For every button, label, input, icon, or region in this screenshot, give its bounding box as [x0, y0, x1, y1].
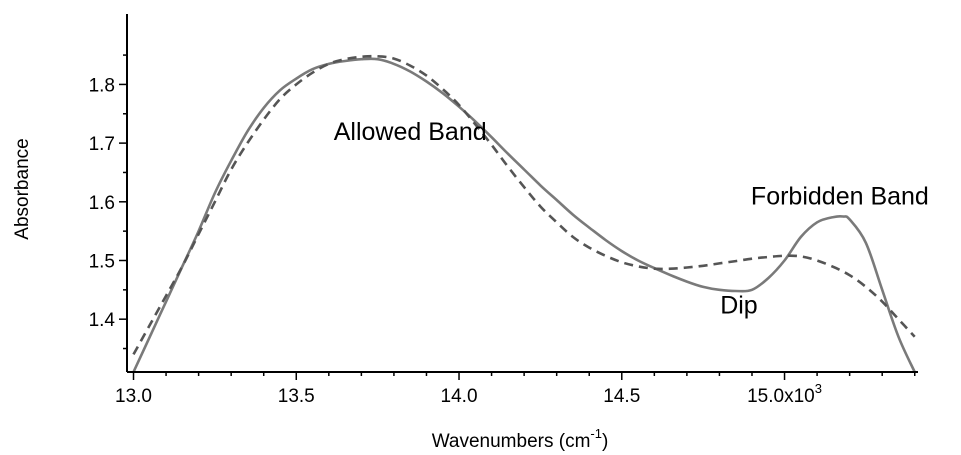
y-tick-label: 1.4	[89, 310, 116, 331]
plot-lines	[132, 54, 916, 373]
x-axis-title: Wavenumbers (cm-1)	[432, 426, 609, 452]
x-axis-title-main: Wavenumbers (cm	[432, 431, 591, 452]
x-tick-label-text: 13.5	[278, 386, 315, 407]
x-axis-title-superscript: -1	[590, 426, 602, 441]
dashed-series-line	[132, 54, 916, 356]
y-ticks: 1.4 1.5 1.6 1.7 1.8	[89, 54, 127, 350]
x-tick-label: 14.0	[441, 386, 478, 407]
x-tick-label: 13.5	[278, 386, 315, 407]
x-tick-label: 15.0x103	[747, 381, 822, 407]
y-tick-label: 1.8	[89, 75, 115, 96]
y-tick-label: 1.7	[89, 134, 115, 155]
annotations: Allowed Band Forbidden Band Dip	[334, 118, 929, 319]
x-ticks: 13.0 13.5 14.0 14.5 15.0x103	[115, 372, 916, 407]
x-tick-label-text: 13.0	[115, 386, 152, 407]
x-tick-label: 13.0	[115, 386, 152, 407]
annotation-label: Forbidden Band	[751, 183, 929, 211]
x-tick-label-superscript: 3	[815, 381, 822, 396]
x-tick-label-text: 15.0x10	[747, 386, 815, 407]
annotation-label: Allowed Band	[334, 118, 487, 146]
solid-series-line	[132, 57, 916, 373]
x-tick-label-text: 14.5	[603, 386, 640, 407]
x-axis-title-tail: )	[602, 431, 608, 452]
y-axis-title: Absorbance	[12, 138, 33, 239]
y-tick-label: 1.5	[89, 251, 115, 272]
x-tick-label-text: 14.0	[441, 386, 478, 407]
x-tick-label: 14.5	[603, 386, 640, 407]
annotation-label: Dip	[720, 291, 758, 319]
y-tick-label: 1.6	[89, 193, 115, 214]
